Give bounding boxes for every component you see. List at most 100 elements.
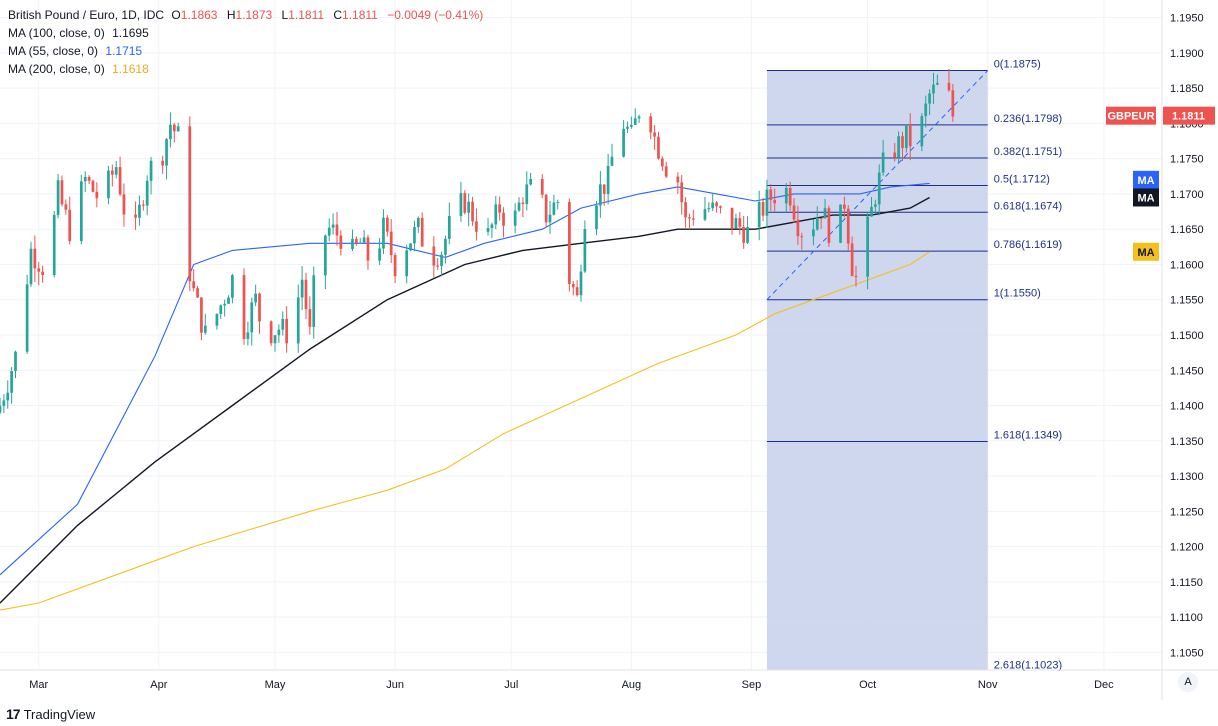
candle[interactable]: [385, 217, 389, 232]
candle[interactable]: [691, 218, 695, 220]
candle[interactable]: [866, 216, 869, 277]
candle[interactable]: [521, 202, 525, 205]
candle[interactable]: [203, 325, 207, 333]
candle[interactable]: [281, 318, 285, 330]
candle[interactable]: [544, 194, 548, 223]
candle[interactable]: [711, 202, 715, 209]
candle[interactable]: [579, 271, 583, 296]
candle[interactable]: [192, 281, 196, 289]
candle[interactable]: [312, 275, 316, 327]
candle[interactable]: [490, 224, 494, 229]
candle[interactable]: [165, 139, 168, 166]
candle[interactable]: [459, 193, 463, 216]
candle[interactable]: [680, 182, 684, 203]
candle[interactable]: [843, 204, 846, 209]
candle[interactable]: [83, 176, 87, 182]
candle[interactable]: [529, 178, 533, 185]
candle[interactable]: [602, 184, 606, 194]
candle[interactable]: [575, 287, 579, 296]
candle[interactable]: [784, 187, 788, 204]
legend-ma100-row[interactable]: MA (100, close, 0) 1.1695: [8, 24, 483, 42]
candle[interactable]: [393, 255, 397, 277]
candle[interactable]: [932, 84, 935, 94]
candle[interactable]: [540, 178, 544, 195]
candle[interactable]: [893, 152, 897, 158]
candle[interactable]: [25, 284, 29, 352]
candle[interactable]: [796, 219, 800, 237]
candle[interactable]: [715, 202, 718, 207]
candle[interactable]: [149, 160, 153, 181]
candle[interactable]: [447, 215, 451, 239]
legend-ma200-row[interactable]: MA (200, close, 0) 1.1618: [8, 60, 483, 78]
candle[interactable]: [161, 160, 165, 166]
candle[interactable]: [95, 191, 99, 199]
candle[interactable]: [951, 90, 955, 117]
candle[interactable]: [874, 204, 877, 207]
candle[interactable]: [335, 224, 339, 236]
candle[interactable]: [935, 82, 939, 85]
candle[interactable]: [688, 217, 691, 219]
candle[interactable]: [362, 237, 366, 243]
candle[interactable]: [246, 332, 250, 339]
candle[interactable]: [827, 208, 831, 243]
candle[interactable]: [761, 201, 765, 216]
candle[interactable]: [440, 254, 443, 267]
candle[interactable]: [10, 371, 13, 393]
candle[interactable]: [2, 400, 6, 406]
candle[interactable]: [552, 202, 556, 215]
candle[interactable]: [176, 126, 180, 132]
candle[interactable]: [475, 221, 478, 232]
candle[interactable]: [296, 297, 300, 344]
candle[interactable]: [56, 180, 60, 215]
ma55-line[interactable]: [0, 182, 930, 576]
candle[interactable]: [881, 152, 885, 173]
candle[interactable]: [331, 224, 335, 228]
candle[interactable]: [258, 293, 261, 322]
candle[interactable]: [629, 124, 633, 127]
candle[interactable]: [765, 189, 769, 216]
last-price-badge[interactable]: [1163, 106, 1215, 125]
candle[interactable]: [707, 208, 711, 210]
candle[interactable]: [471, 201, 474, 222]
candle[interactable]: [413, 227, 416, 244]
candle[interactable]: [254, 293, 257, 303]
candle[interactable]: [33, 248, 37, 269]
candle[interactable]: [928, 93, 931, 104]
candle[interactable]: [517, 202, 521, 211]
candle[interactable]: [703, 209, 707, 220]
candle[interactable]: [172, 124, 176, 132]
candle[interactable]: [200, 297, 203, 333]
candle[interactable]: [800, 236, 804, 238]
candle[interactable]: [815, 218, 819, 230]
candle[interactable]: [277, 329, 281, 336]
candle[interactable]: [556, 202, 560, 204]
candle[interactable]: [502, 212, 505, 226]
candle[interactable]: [854, 275, 858, 277]
candle[interactable]: [389, 231, 393, 256]
candle[interactable]: [416, 217, 420, 228]
candle[interactable]: [622, 128, 625, 157]
candle[interactable]: [897, 136, 900, 158]
candle[interactable]: [792, 205, 796, 220]
candle[interactable]: [610, 156, 614, 166]
candle[interactable]: [242, 275, 246, 339]
candle[interactable]: [285, 318, 288, 344]
candle[interactable]: [366, 237, 370, 261]
candle[interactable]: [788, 187, 792, 206]
candle[interactable]: [734, 218, 738, 229]
candle[interactable]: [525, 184, 529, 205]
candle[interactable]: [14, 351, 17, 372]
candle[interactable]: [382, 217, 385, 249]
candle[interactable]: [273, 335, 277, 344]
candle[interactable]: [463, 193, 467, 213]
candle[interactable]: [870, 206, 873, 217]
candle[interactable]: [145, 180, 149, 206]
candle[interactable]: [223, 303, 227, 306]
candle[interactable]: [738, 218, 742, 227]
candle[interactable]: [653, 132, 656, 137]
candle[interactable]: [68, 209, 72, 242]
candle[interactable]: [327, 227, 331, 236]
candle[interactable]: [6, 392, 10, 401]
candle[interactable]: [60, 180, 64, 205]
candle[interactable]: [626, 126, 629, 129]
